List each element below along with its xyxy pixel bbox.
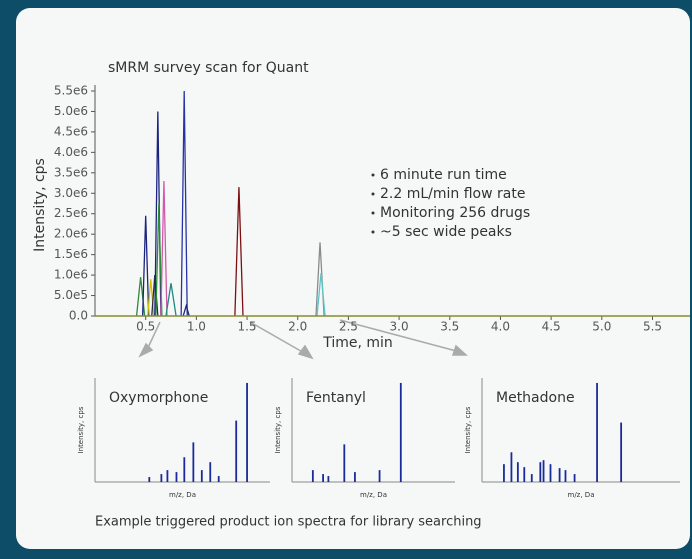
y-tick-label: 4.0e6 [54,145,88,159]
peak [523,467,526,482]
series-line [155,203,163,317]
peak [564,470,567,482]
peak [378,470,381,482]
y-tick-label: 5.5e6 [54,84,88,98]
peak [510,452,513,482]
peak [573,474,576,482]
peak [148,477,151,482]
series-line [234,187,244,317]
peak [503,464,505,482]
annotation: 6 minute run time [380,167,507,183]
caption: Example triggered product ion spectra fo… [95,515,482,530]
series-line [182,303,190,317]
chart-title: sMRM survey scan for Quant [108,60,309,76]
spectrum-title: Methadone [496,390,575,406]
series-line [316,272,326,317]
peak [235,420,238,482]
peak [175,472,178,482]
y-axis-label: Intensity, cps [274,406,282,453]
x-tick-label: 4.0 [491,320,510,334]
x-tick-label: 2.0 [288,320,307,334]
y-axis-label: Intensity, cps [464,406,472,453]
x-tick-label: 5.0 [592,320,611,334]
peak [160,474,163,482]
y-tick-label: 4.5e6 [54,124,88,138]
arrows [138,319,468,360]
spectrum-title: Oxymorphone [109,390,208,406]
y-tick-label: 5.0e6 [54,104,88,118]
annotation: 2.2 mL/min flow rate [380,186,525,202]
peak [200,470,203,482]
bullet [371,192,375,196]
peak [192,442,195,482]
bullet [371,173,375,177]
peak [209,462,212,482]
x-tick-label: 4.5 [542,320,561,334]
series-line [180,90,188,317]
y-tick-label: 0.0 [69,309,88,323]
bullet [371,230,375,234]
series-line [141,215,150,317]
series-line [165,283,177,317]
y-tick-label: 1.5e6 [54,247,88,261]
x-tick-label: 1.0 [187,320,206,334]
peak [549,464,552,482]
panel [16,8,690,549]
y-tick-label: 3.5e6 [54,165,88,179]
annotation: Monitoring 256 drugs [380,205,530,221]
peak [166,470,169,482]
peak [322,474,324,482]
x-axis-label: m/z, Da [568,491,595,499]
peak [327,476,330,482]
x-tick-label: 2.5 [339,320,358,334]
peak [311,470,314,482]
peak [558,468,561,482]
peak [217,476,220,482]
series-line [160,180,168,317]
y-axis-label: Intensity, cps [32,158,48,252]
y-tick-label: 2.5e6 [54,206,88,220]
peak [183,457,186,482]
y-tick-label: 3.0e6 [54,186,88,200]
x-axis-label: m/z, Da [360,491,387,499]
x-tick-label: 1.5 [237,320,256,334]
peak [539,462,542,482]
spectrum-title: Fentanyl [306,390,366,406]
x-tick-label: 0.5 [136,320,155,334]
peak [542,460,545,482]
x-tick-label: 3.5 [440,320,459,334]
y-tick-label: 5.0e5 [54,288,88,302]
y-axis-label: Intensity, cps [77,406,85,453]
peak [516,462,519,482]
bullet [371,211,375,215]
peak [246,382,248,482]
peak [620,422,623,482]
peak [399,382,402,482]
peak [596,382,598,482]
y-tick-label: 2.0e6 [54,227,88,241]
x-tick-label: 5.5 [643,320,662,334]
x-axis-label: m/z, Da [169,491,196,499]
peak [343,444,346,482]
x-axis-label: Time, min [322,335,393,351]
peak [530,474,533,482]
annotation: ~5 sec wide peaks [380,224,512,240]
x-tick-label: 3.0 [390,320,409,334]
y-tick-label: 1.0e6 [54,268,88,282]
peak [354,472,356,482]
